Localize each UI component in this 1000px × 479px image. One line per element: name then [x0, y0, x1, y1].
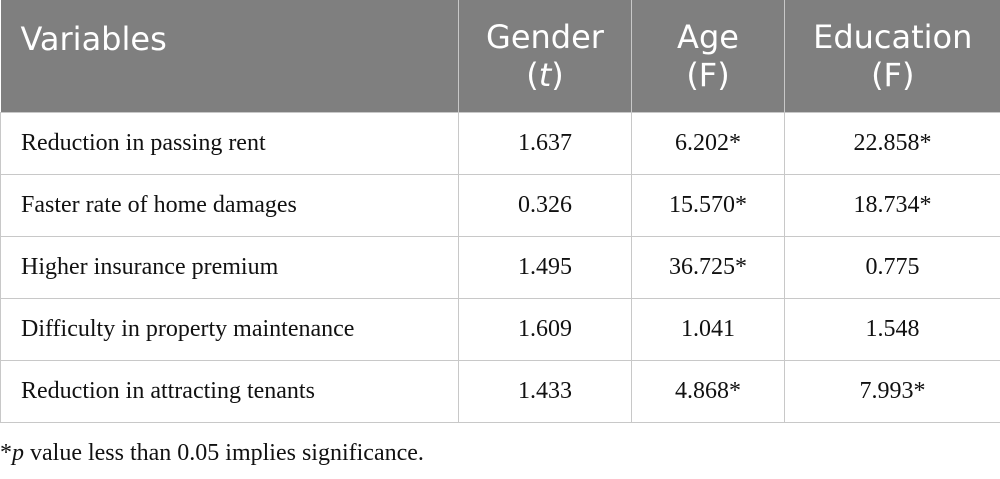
cell-education: 18.734* [784, 174, 1000, 237]
cell-variable: Faster rate of home damages [0, 174, 459, 237]
cell-gender: 1.433 [458, 360, 632, 423]
cell-education: 7.993* [784, 360, 1000, 423]
table-row: Difficulty in property maintenance 1.609… [0, 298, 1000, 361]
cell-gender: 1.609 [458, 298, 632, 361]
header-row: Variables Gender (t) Age (F) Education (F) [0, 0, 1000, 113]
cell-age: 36.725* [631, 236, 785, 299]
cell-gender: 1.637 [458, 112, 632, 175]
table-row: Faster rate of home damages 0.326 15.570… [0, 174, 1000, 237]
cell-gender: 1.495 [458, 236, 632, 299]
header-education: Education (F) [784, 0, 1000, 113]
header-gender: Gender (t) [458, 0, 632, 113]
cell-education: 1.548 [784, 298, 1000, 361]
cell-variable: Reduction in passing rent [0, 112, 459, 175]
cell-age: 4.868* [631, 360, 785, 423]
cell-age: 15.570* [631, 174, 785, 237]
header-age: Age (F) [631, 0, 785, 113]
table-footnote: *p value less than 0.05 implies signific… [0, 440, 424, 466]
cell-age: 6.202* [631, 112, 785, 175]
cell-variable: Higher insurance premium [0, 236, 459, 299]
cell-education: 0.775 [784, 236, 1000, 299]
cell-education: 22.858* [784, 112, 1000, 175]
cell-variable: Reduction in attracting tenants [0, 360, 459, 423]
table-row: Reduction in passing rent 1.637 6.202* 2… [0, 112, 1000, 175]
cell-gender: 0.326 [458, 174, 632, 237]
table-row: Reduction in attracting tenants 1.433 4.… [0, 360, 1000, 423]
cell-age: 1.041 [631, 298, 785, 361]
header-variables: Variables [0, 0, 459, 113]
results-table: Variables Gender (t) Age (F) Education (F) … [0, 0, 1000, 423]
header-gender-stat: (t) [526, 56, 564, 94]
cell-variable: Difficulty in property maintenance [0, 298, 459, 361]
table-row: Higher insurance premium 1.495 36.725* 0… [0, 236, 1000, 299]
